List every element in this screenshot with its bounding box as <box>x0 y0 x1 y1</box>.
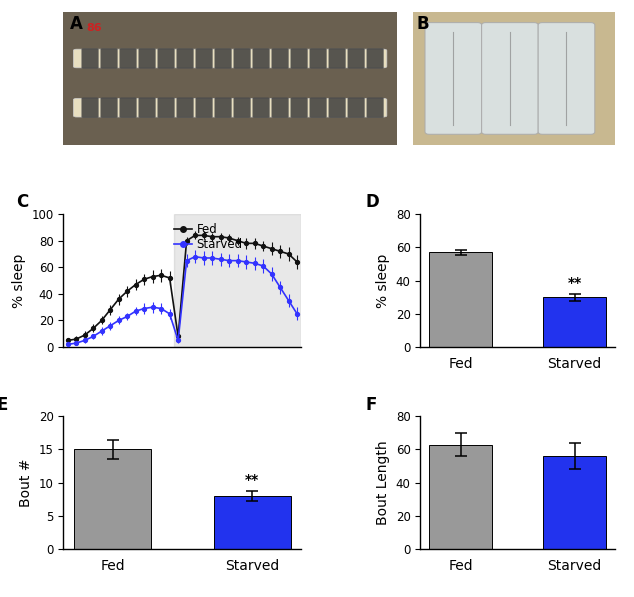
Text: E: E <box>0 396 8 414</box>
Bar <box>74 450 151 549</box>
FancyBboxPatch shape <box>253 98 269 118</box>
FancyBboxPatch shape <box>291 98 307 118</box>
FancyBboxPatch shape <box>215 48 231 69</box>
Bar <box>429 253 492 347</box>
FancyBboxPatch shape <box>215 98 231 118</box>
FancyBboxPatch shape <box>158 98 174 118</box>
FancyBboxPatch shape <box>101 98 117 118</box>
FancyBboxPatch shape <box>253 48 269 69</box>
FancyBboxPatch shape <box>482 23 538 134</box>
Text: F: F <box>366 396 377 414</box>
FancyBboxPatch shape <box>310 48 327 69</box>
FancyBboxPatch shape <box>74 99 387 117</box>
FancyBboxPatch shape <box>367 98 384 118</box>
FancyBboxPatch shape <box>367 48 384 69</box>
Text: A: A <box>70 14 83 33</box>
Text: **: ** <box>567 276 582 290</box>
Y-axis label: % sleep: % sleep <box>376 253 390 308</box>
Text: D: D <box>366 193 380 211</box>
Bar <box>543 297 606 347</box>
FancyBboxPatch shape <box>120 98 136 118</box>
FancyBboxPatch shape <box>177 48 193 69</box>
FancyBboxPatch shape <box>348 98 365 118</box>
Bar <box>214 496 290 549</box>
FancyBboxPatch shape <box>196 98 212 118</box>
Bar <box>543 456 606 549</box>
Y-axis label: Bout #: Bout # <box>19 458 33 507</box>
FancyBboxPatch shape <box>425 23 482 134</box>
FancyBboxPatch shape <box>272 98 288 118</box>
FancyBboxPatch shape <box>538 23 595 134</box>
Legend: Fed, Starved: Fed, Starved <box>169 219 247 256</box>
FancyBboxPatch shape <box>82 98 98 118</box>
Text: B: B <box>417 14 430 33</box>
Text: 86: 86 <box>87 23 102 33</box>
Y-axis label: Bout Length: Bout Length <box>376 441 390 525</box>
FancyBboxPatch shape <box>310 98 327 118</box>
FancyBboxPatch shape <box>329 48 346 69</box>
Y-axis label: % sleep: % sleep <box>12 253 26 308</box>
FancyBboxPatch shape <box>101 48 117 69</box>
Text: **: ** <box>245 473 259 487</box>
FancyBboxPatch shape <box>291 48 307 69</box>
Bar <box>174 214 301 347</box>
FancyBboxPatch shape <box>139 98 155 118</box>
Text: C: C <box>16 193 28 211</box>
FancyBboxPatch shape <box>234 48 250 69</box>
FancyBboxPatch shape <box>234 98 250 118</box>
Bar <box>429 445 492 549</box>
FancyBboxPatch shape <box>177 98 193 118</box>
FancyBboxPatch shape <box>272 48 288 69</box>
FancyBboxPatch shape <box>329 98 346 118</box>
FancyBboxPatch shape <box>120 48 136 69</box>
FancyBboxPatch shape <box>74 49 387 68</box>
FancyBboxPatch shape <box>196 48 212 69</box>
FancyBboxPatch shape <box>158 48 174 69</box>
FancyBboxPatch shape <box>139 48 155 69</box>
FancyBboxPatch shape <box>82 48 98 69</box>
FancyBboxPatch shape <box>348 48 365 69</box>
